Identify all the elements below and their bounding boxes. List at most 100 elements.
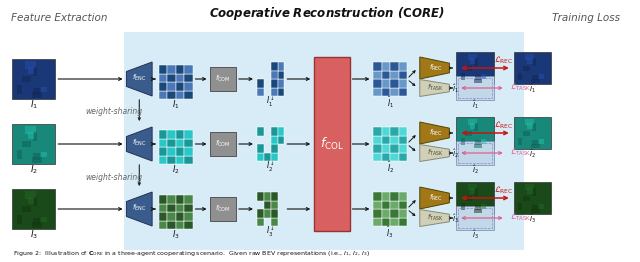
- Bar: [461, 203, 465, 210]
- Text: $f_{\rm REC}$: $f_{\rm REC}$: [429, 193, 443, 203]
- Bar: [168, 90, 176, 99]
- Bar: [184, 212, 193, 221]
- Polygon shape: [127, 127, 152, 161]
- Bar: [271, 62, 278, 70]
- Bar: [390, 70, 399, 79]
- Bar: [41, 217, 47, 222]
- Text: Training Loss: Training Loss: [552, 13, 620, 23]
- Bar: [176, 195, 184, 204]
- Bar: [28, 132, 34, 139]
- Bar: [33, 218, 40, 225]
- Text: $f_{\rm ENC}$: $f_{\rm ENC}$: [132, 138, 147, 148]
- Bar: [399, 192, 407, 200]
- Bar: [523, 131, 530, 135]
- Bar: [278, 70, 284, 79]
- Bar: [532, 188, 536, 196]
- Bar: [373, 192, 381, 200]
- Bar: [176, 74, 184, 82]
- Text: $\mathcal{L}_{\rm TASK}$: $\mathcal{L}_{\rm TASK}$: [509, 81, 531, 93]
- Bar: [176, 90, 184, 99]
- Bar: [33, 196, 37, 206]
- Bar: [518, 73, 522, 80]
- Bar: [271, 144, 278, 152]
- Bar: [12, 59, 55, 99]
- Bar: [33, 88, 40, 95]
- Bar: [390, 209, 399, 217]
- Bar: [184, 156, 193, 164]
- Bar: [264, 152, 271, 161]
- Text: $f_{\rm COL}$: $f_{\rm COL}$: [320, 136, 344, 152]
- Bar: [373, 200, 381, 209]
- Text: $\hat{I}_3$: $\hat{I}_3$: [472, 229, 479, 241]
- Bar: [176, 204, 184, 212]
- Bar: [159, 204, 168, 212]
- Text: $\bar{I}_1$: $\bar{I}_1$: [529, 83, 536, 95]
- Bar: [458, 143, 492, 163]
- Bar: [22, 77, 31, 82]
- Bar: [456, 76, 494, 100]
- Text: weight-sharing: weight-sharing: [85, 107, 142, 117]
- Text: $\hat{I}_2$: $\hat{I}_2$: [452, 148, 459, 160]
- Bar: [458, 78, 492, 98]
- Text: $I_1$: $I_1$: [29, 99, 38, 111]
- Bar: [184, 139, 193, 147]
- Text: Feature Extraction: Feature Extraction: [11, 13, 108, 23]
- Bar: [390, 192, 399, 200]
- Bar: [475, 75, 481, 80]
- Bar: [176, 147, 184, 156]
- Bar: [399, 135, 407, 144]
- Bar: [33, 92, 42, 97]
- Bar: [184, 90, 193, 99]
- Text: $\bar{I}_3$: $\bar{I}_3$: [529, 213, 536, 225]
- Bar: [184, 204, 193, 212]
- Polygon shape: [420, 145, 449, 161]
- Bar: [33, 132, 37, 141]
- Bar: [184, 147, 193, 156]
- Bar: [373, 144, 381, 152]
- Bar: [176, 212, 184, 221]
- Bar: [373, 127, 381, 135]
- Bar: [211, 132, 236, 156]
- Text: $\hat{I}_2$: $\hat{I}_2$: [387, 159, 394, 175]
- Text: $\mathcal{L}_{\rm TASK}$: $\mathcal{L}_{\rm TASK}$: [509, 146, 531, 158]
- Bar: [271, 135, 278, 144]
- Bar: [539, 204, 544, 209]
- Bar: [211, 197, 236, 221]
- Bar: [184, 65, 193, 74]
- Bar: [481, 139, 486, 144]
- Text: $f_{\rm REC}$: $f_{\rm REC}$: [429, 128, 443, 138]
- Bar: [532, 205, 538, 210]
- Text: $\mathcal{L}_{\rm REC}$: $\mathcal{L}_{\rm REC}$: [494, 119, 513, 131]
- Bar: [381, 88, 390, 96]
- Text: $f_{\rm COM}$: $f_{\rm COM}$: [216, 204, 231, 214]
- Bar: [381, 70, 390, 79]
- Text: $f_{\rm COM}$: $f_{\rm COM}$: [216, 74, 231, 84]
- Bar: [168, 204, 176, 212]
- Bar: [278, 62, 284, 70]
- Bar: [399, 88, 407, 96]
- Bar: [381, 192, 390, 200]
- Bar: [176, 82, 184, 90]
- Bar: [25, 61, 36, 69]
- Text: $\hat{I}_1$: $\hat{I}_1$: [472, 99, 479, 111]
- Bar: [531, 144, 540, 148]
- Bar: [257, 209, 264, 217]
- Bar: [28, 67, 34, 74]
- Bar: [28, 197, 34, 204]
- Bar: [525, 119, 534, 125]
- Text: $\mathcal{L}_{\rm TASK}$: $\mathcal{L}_{\rm TASK}$: [509, 211, 531, 223]
- Bar: [271, 209, 278, 217]
- Bar: [25, 191, 36, 199]
- Polygon shape: [127, 192, 152, 226]
- Text: $\bar{I}_2$: $\bar{I}_2$: [529, 148, 536, 160]
- Bar: [532, 123, 536, 131]
- Bar: [532, 140, 538, 145]
- Bar: [271, 79, 278, 88]
- Bar: [271, 217, 278, 226]
- Bar: [176, 156, 184, 164]
- Bar: [481, 204, 486, 209]
- Text: $\hat{I}_1$: $\hat{I}_1$: [452, 83, 459, 95]
- Text: $\hat{I}_1$: $\hat{I}_1$: [387, 94, 394, 110]
- Text: $I_1$: $I_1$: [172, 99, 180, 111]
- Bar: [264, 200, 271, 209]
